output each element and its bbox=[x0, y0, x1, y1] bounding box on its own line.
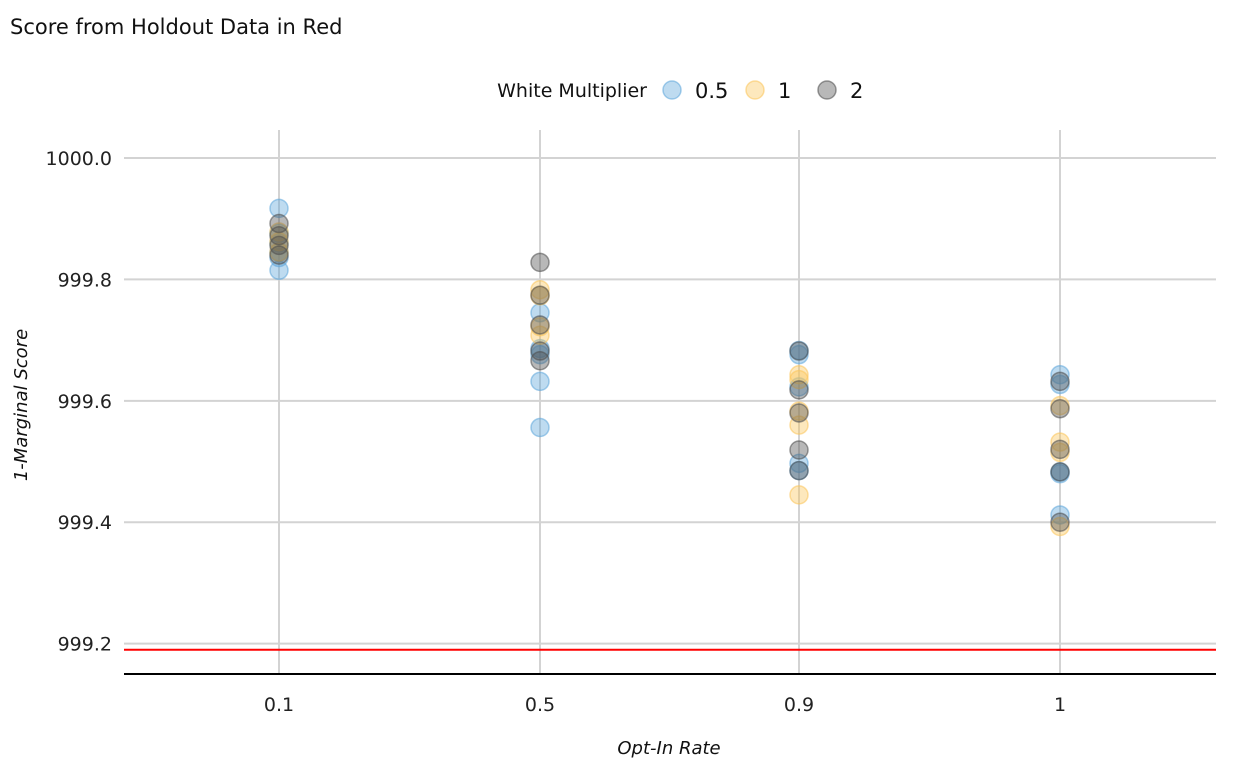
data-point bbox=[1050, 462, 1070, 482]
y-tick-label: 1000.0 bbox=[46, 148, 112, 170]
data-point bbox=[530, 417, 550, 438]
data-point bbox=[530, 252, 550, 273]
x-tick-label: 1 bbox=[1054, 694, 1066, 716]
data-point bbox=[789, 380, 809, 400]
y-tick-label: 999.2 bbox=[58, 634, 112, 656]
points bbox=[269, 198, 1070, 537]
data-point bbox=[530, 285, 550, 305]
data-point bbox=[530, 351, 550, 371]
legend-label: 0.5 bbox=[695, 79, 728, 103]
data-point bbox=[789, 485, 809, 505]
legend-label: 2 bbox=[850, 79, 863, 103]
data-point bbox=[789, 364, 809, 385]
y-tick-label: 999.8 bbox=[58, 269, 112, 291]
data-point bbox=[789, 403, 809, 423]
data-point bbox=[1050, 371, 1070, 392]
data-point bbox=[789, 453, 809, 474]
x-tick-label: 0.5 bbox=[525, 694, 555, 716]
grid bbox=[124, 130, 1216, 674]
data-point bbox=[1050, 516, 1070, 537]
data-point bbox=[1050, 439, 1070, 460]
data-point bbox=[1050, 398, 1070, 419]
legend-marker bbox=[817, 80, 837, 100]
data-point bbox=[530, 315, 550, 335]
y-axis-label: 1-Marginal Score bbox=[11, 329, 32, 481]
data-point bbox=[1050, 432, 1070, 452]
x-axis-label: Opt-In Rate bbox=[617, 738, 720, 759]
chart-title: Score from Holdout Data in Red bbox=[10, 15, 342, 39]
data-point bbox=[530, 371, 550, 392]
data-point bbox=[1050, 512, 1070, 532]
data-point bbox=[269, 198, 289, 219]
legend-title: White Multiplier bbox=[497, 80, 647, 102]
legend-label: 1 bbox=[778, 79, 791, 103]
legend-marker bbox=[662, 80, 682, 100]
data-point bbox=[789, 440, 809, 460]
x-tick-label: 0.9 bbox=[784, 694, 814, 716]
legend-marker bbox=[745, 80, 765, 100]
legend: White Multiplier 0.5 1 2 bbox=[497, 79, 863, 103]
data-point bbox=[530, 325, 550, 346]
axes: 999.2 999.4 999.6 999.8 1000.0 0.1 0.5 0.9 1 bbox=[46, 148, 1216, 716]
x-tick-label: 0.1 bbox=[264, 694, 294, 716]
data-point bbox=[789, 369, 809, 390]
y-tick-label: 999.6 bbox=[58, 391, 112, 413]
data-point bbox=[789, 341, 809, 361]
data-point bbox=[530, 279, 550, 300]
data-point bbox=[269, 245, 289, 265]
y-tick-label: 999.4 bbox=[58, 512, 112, 534]
data-point bbox=[789, 460, 809, 481]
